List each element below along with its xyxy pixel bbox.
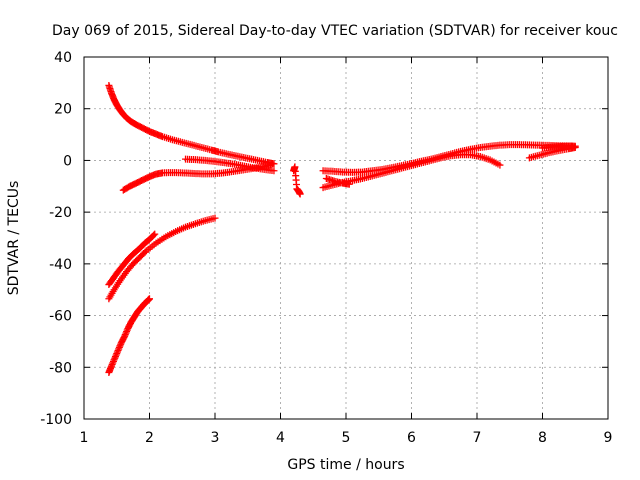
data-point bbox=[270, 167, 278, 175]
y-tick-label: 40 bbox=[54, 50, 72, 66]
data-point bbox=[122, 329, 130, 337]
data-points bbox=[105, 81, 579, 376]
data-point bbox=[151, 230, 159, 238]
x-tick-label: 1 bbox=[80, 430, 89, 446]
y-tick-label: -40 bbox=[49, 257, 72, 273]
x-tick-label: 8 bbox=[538, 430, 547, 446]
data-point bbox=[296, 190, 304, 198]
data-point bbox=[111, 353, 119, 361]
x-tick-label: 9 bbox=[604, 430, 613, 446]
data-point bbox=[116, 342, 124, 350]
ticks: 1 2 3 4 5 6 7 8 9 -100 -80 -60 -40 -20 0 20 40 bbox=[40, 50, 612, 446]
data-point bbox=[109, 359, 117, 367]
data-point bbox=[121, 331, 129, 339]
x-tick-label: 3 bbox=[211, 430, 220, 446]
data-point bbox=[150, 231, 158, 239]
data-point bbox=[115, 343, 123, 351]
data-point bbox=[211, 214, 219, 222]
y-tick-label: 0 bbox=[63, 153, 72, 169]
data-point bbox=[108, 360, 116, 368]
data-point bbox=[108, 362, 116, 370]
data-point bbox=[109, 357, 117, 365]
data-point bbox=[568, 142, 576, 150]
data-point bbox=[110, 356, 118, 364]
y-tick-label: -100 bbox=[40, 412, 72, 428]
y-tick-label: 20 bbox=[54, 102, 72, 118]
y-tick-label: -80 bbox=[49, 360, 72, 376]
data-point bbox=[270, 160, 278, 168]
data-point bbox=[267, 161, 275, 169]
y-axis-label: SDTVAR / TECUs bbox=[6, 181, 22, 296]
data-point bbox=[113, 348, 121, 356]
data-point bbox=[496, 161, 504, 169]
chart-title: Day 069 of 2015, Sidereal Day-to-day VTE… bbox=[52, 23, 618, 39]
data-point bbox=[121, 332, 129, 340]
x-tick-label: 7 bbox=[473, 430, 482, 446]
data-point bbox=[114, 346, 122, 354]
data-point bbox=[571, 144, 579, 151]
x-tick-label: 2 bbox=[145, 430, 154, 446]
data-point bbox=[123, 328, 131, 336]
data-point bbox=[112, 351, 120, 359]
x-tick-label: 5 bbox=[342, 430, 351, 446]
data-point bbox=[146, 295, 153, 303]
x-tick-label: 6 bbox=[407, 430, 416, 446]
y-tick-label: -60 bbox=[49, 309, 72, 325]
y-tick-label: -20 bbox=[49, 205, 72, 221]
x-tick-label: 4 bbox=[276, 430, 285, 446]
data-point bbox=[115, 345, 123, 353]
data-point bbox=[111, 354, 119, 362]
grid bbox=[84, 57, 608, 419]
data-point bbox=[113, 350, 121, 358]
data-point bbox=[345, 180, 353, 188]
x-axis-label: GPS time / hours bbox=[287, 457, 404, 473]
